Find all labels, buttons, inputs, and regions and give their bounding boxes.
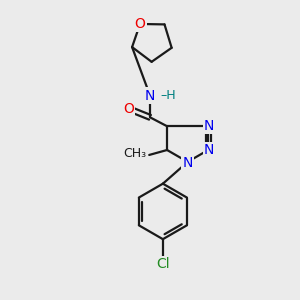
Text: CH₃: CH₃	[123, 148, 146, 160]
Text: N: N	[145, 88, 155, 103]
Text: N: N	[204, 119, 214, 133]
Text: –H: –H	[160, 89, 176, 102]
Text: N: N	[204, 143, 214, 157]
Text: O: O	[135, 17, 146, 31]
Text: O: O	[123, 102, 134, 116]
Text: Cl: Cl	[156, 257, 170, 271]
Text: N: N	[182, 156, 193, 170]
